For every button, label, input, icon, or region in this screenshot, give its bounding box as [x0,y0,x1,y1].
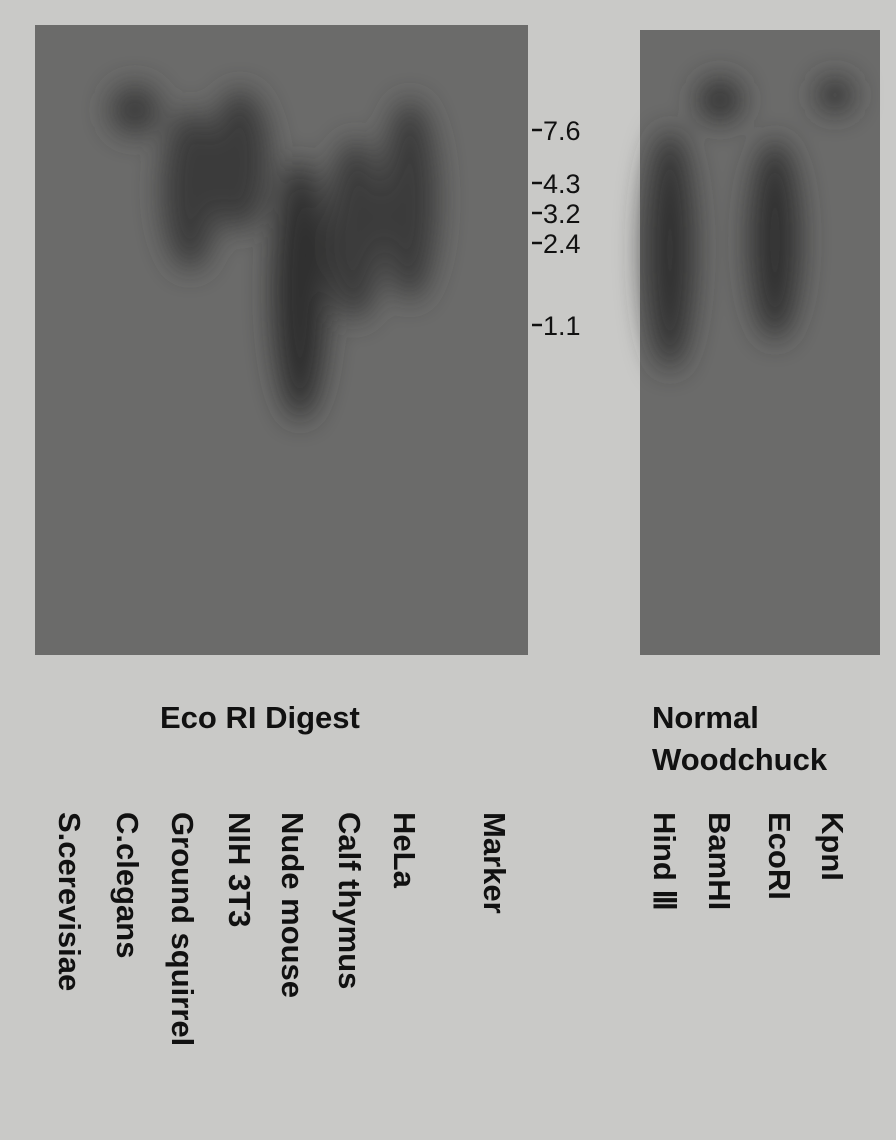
marker-label: 1.1 [543,311,581,341]
lane-label: Nude mouse [275,812,310,998]
left-panel-title: Eco RI Digest [160,700,360,735]
lane-label: C.clegans [110,812,145,958]
right-gel [640,30,880,655]
lane-label: BamHI [702,812,737,910]
marker-label: 7.6 [543,116,581,146]
left-gel [35,25,528,655]
lane-label: Calf thymus [332,812,367,989]
marker-label: 4.3 [543,169,581,199]
marker-label: 3.2 [543,199,581,229]
lane-label: KpnI [815,812,850,881]
lane-label: Ground squirrel [165,812,200,1046]
right-panel-title: Woodchuck [652,742,828,777]
lane-label: Hind Ⅲ [647,812,682,911]
lane-label: NIH 3T3 [222,812,257,927]
lane-label: EcoRI [762,812,797,900]
figure: 7.6 4.33.22.4 1.1 Eco RI Digest Normal Woo… [0,0,896,1140]
marker-label: 2.4 [543,229,581,259]
right-panel-title: Normal [652,700,759,735]
lane-label: HeLa [387,812,422,889]
lane-label: Marker [477,812,512,914]
lane-label: S.cerevisiae [52,812,87,991]
